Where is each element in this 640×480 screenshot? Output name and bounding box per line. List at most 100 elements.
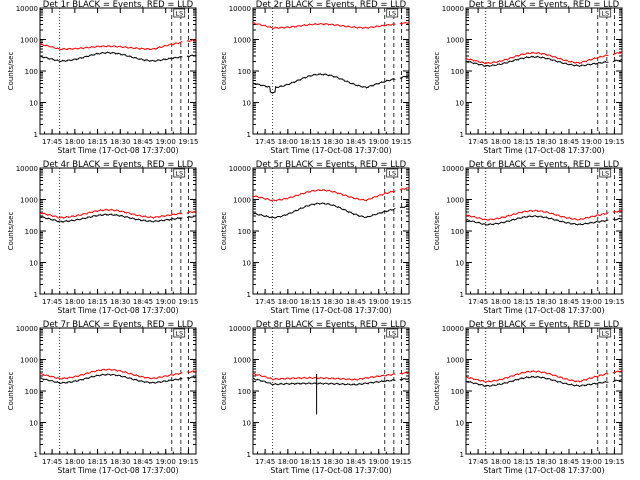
y-tick-label: 100: [451, 388, 464, 396]
x-tick-label: 19:00: [582, 138, 602, 146]
x-axis-label: Start Time (17-Oct-08 17:37:00): [57, 146, 178, 155]
x-tick-label: 18:30: [536, 298, 556, 306]
x-axis-label: Start Time (17-Oct-08 17:37:00): [57, 306, 178, 315]
x-tick-label: 19:15: [391, 298, 411, 306]
x-axis-label: Start Time (17-Oct-08 17:37:00): [483, 146, 604, 155]
x-tick-label: 18:15: [87, 458, 107, 466]
lld-series-line: [39, 368, 196, 380]
x-tick-label: 18:30: [536, 458, 556, 466]
x-tick-label: 18:15: [513, 138, 533, 146]
x-tick-label: 17:45: [255, 298, 275, 306]
x-axis-label: Start Time (17-Oct-08 17:37:00): [483, 466, 604, 475]
y-axis-label: Counts/sec: [7, 212, 15, 251]
plot-frame: [252, 7, 410, 135]
y-tick-label: 100: [238, 228, 251, 236]
x-tick-label: 19:00: [369, 458, 389, 466]
y-tick-label: 1000: [20, 37, 38, 45]
annotation-box: [173, 328, 186, 338]
y-tick-label: 10000: [442, 165, 464, 173]
x-axis-label: Start Time (17-Oct-08 17:37:00): [270, 146, 391, 155]
y-axis-label: Counts/sec: [7, 52, 15, 91]
y-tick-label: 1000: [233, 357, 251, 365]
y-tick-label: 100: [25, 228, 38, 236]
detector-panel: Det 8r BLACK = Events, RED = LLD 1 10 100 10…: [220, 320, 412, 475]
x-tick-label: 18:30: [110, 298, 130, 306]
x-tick-label: 19:00: [156, 138, 176, 146]
x-tick-label: 18:00: [491, 458, 511, 466]
y-tick-label: 100: [238, 68, 251, 76]
lld-series-line: [252, 21, 410, 30]
y-tick-label: 1: [34, 291, 38, 299]
x-tick-label: 18:45: [346, 138, 366, 146]
y-axis-label: Counts/sec: [220, 52, 228, 91]
annotation-label: LS: [175, 330, 183, 338]
x-tick-label: 18:15: [513, 458, 533, 466]
annotation-box: [599, 168, 612, 178]
y-tick-label: 100: [451, 68, 464, 76]
x-tick-label: 17:45: [468, 458, 488, 466]
y-tick-label: 1: [460, 291, 464, 299]
detector-panel: Det 7r BLACK = Events, RED = LLD 1 10 100 10…: [7, 320, 199, 475]
plot-frame: [465, 167, 623, 295]
x-tick-label: 18:30: [110, 458, 130, 466]
y-tick-label: 100: [451, 228, 464, 236]
x-tick-label: 17:45: [255, 138, 275, 146]
x-tick-label: 18:15: [300, 298, 320, 306]
lld-series-line: [465, 51, 623, 65]
x-tick-label: 19:15: [391, 458, 411, 466]
events-series-line: [252, 377, 410, 386]
x-tick-label: 17:45: [42, 458, 62, 466]
y-tick-label: 1000: [233, 37, 251, 45]
plot-frame: [39, 7, 197, 135]
x-axis-label: Start Time (17-Oct-08 17:37:00): [270, 306, 391, 315]
x-axis-label: Start Time (17-Oct-08 17:37:00): [483, 306, 604, 315]
x-tick-label: 18:15: [87, 298, 107, 306]
detector-panel: Det 1r BLACK = Events, RED = LLD 1 10 100 10…: [7, 0, 199, 155]
x-tick-label: 18:00: [278, 138, 298, 146]
y-tick-label: 1: [247, 451, 251, 459]
x-tick-label: 19:00: [156, 458, 176, 466]
annotation-box: [599, 328, 612, 338]
y-tick-label: 1000: [446, 37, 464, 45]
y-tick-label: 1000: [233, 197, 251, 205]
plot-frame: [39, 167, 197, 295]
x-tick-label: 18:00: [278, 298, 298, 306]
events-series-line: [39, 213, 197, 223]
y-axis-label: Counts/sec: [7, 372, 15, 411]
x-tick-label: 19:15: [178, 298, 198, 306]
panel-title: Det 4r BLACK = Events, RED = LLD: [43, 160, 194, 170]
x-tick-label: 18:45: [133, 458, 153, 466]
y-tick-label: 100: [25, 388, 38, 396]
y-tick-label: 10: [455, 260, 464, 268]
plot-frame: [252, 327, 410, 455]
x-tick-label: 18:00: [278, 458, 298, 466]
x-tick-label: 19:00: [369, 298, 389, 306]
y-tick-label: 10: [29, 260, 38, 268]
panel-title: Det 2r BLACK = Events, RED = LLD: [256, 0, 407, 10]
y-tick-label: 1: [34, 131, 38, 139]
x-tick-label: 18:45: [346, 458, 366, 466]
annotation-box: [386, 328, 399, 338]
annotation-label: LS: [601, 10, 609, 18]
lld-series-line: [252, 371, 410, 381]
y-tick-label: 10: [455, 420, 464, 428]
y-axis-label: Counts/sec: [433, 372, 441, 411]
events-series-line: [465, 375, 623, 388]
y-tick-label: 100: [25, 68, 38, 76]
lld-series-line: [39, 208, 197, 219]
x-tick-label: 19:00: [156, 298, 176, 306]
annotation-label: LS: [175, 170, 183, 178]
x-tick-label: 19:15: [604, 458, 624, 466]
x-tick-label: 18:30: [323, 298, 343, 306]
y-tick-label: 10000: [229, 5, 251, 13]
panel-title: Det 7r BLACK = Events, RED = LLD: [43, 320, 194, 330]
x-tick-label: 18:15: [87, 138, 107, 146]
x-tick-label: 19:00: [582, 458, 602, 466]
detector-panel: Det 5r BLACK = Events, RED = LLD 1 10 100 10…: [220, 160, 412, 315]
x-tick-label: 18:45: [559, 298, 579, 306]
x-tick-label: 18:00: [491, 298, 511, 306]
detector-panel: Det 3r BLACK = Events, RED = LLD 1 10 100 10…: [433, 0, 625, 155]
x-tick-label: 18:15: [300, 458, 320, 466]
annotation-box: [173, 8, 186, 18]
events-series-line: [252, 73, 410, 94]
